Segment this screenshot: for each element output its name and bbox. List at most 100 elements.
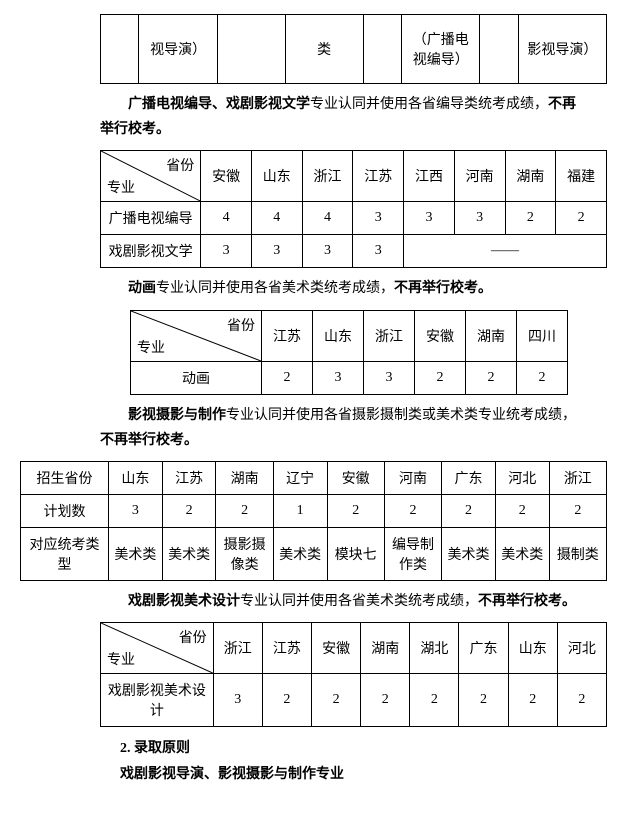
cell: 山东 (109, 461, 163, 494)
cell: 2 (549, 494, 606, 527)
cell: 2 (415, 361, 466, 394)
text: 专业认同并使用各省美术类统考成绩， (240, 594, 478, 609)
cell: 2 (410, 674, 459, 727)
col-header: 福建 (556, 151, 607, 202)
col-header: 安徽 (415, 310, 466, 361)
cell: 视导演） (139, 15, 217, 84)
bold-text: 影视摄影与制作 (128, 408, 226, 423)
table-4: 省份 专业 浙江 江苏 安徽 湖南 湖北 广东 山东 河北 戏剧影视美术设计 3… (100, 622, 607, 727)
diag-bottom-label: 专业 (107, 649, 135, 669)
cell: 3 (109, 494, 163, 527)
paragraph-1: 广播电视编导、戏剧影视文学专业认同并使用各省编导类统考成绩，不再举行校考。 (10, 92, 607, 142)
cell: 2 (162, 494, 216, 527)
row-label: 广播电视编导 (101, 202, 201, 235)
bold-text: 戏剧影视美术设计 (128, 594, 240, 609)
cell: 美术类 (162, 527, 216, 580)
cell: 2 (495, 494, 549, 527)
paragraph-3: 影视摄影与制作专业认同并使用各省摄影摄制类或美术类专业统考成绩， 不再举行校考。 (10, 403, 607, 453)
cell: 河北 (495, 461, 549, 494)
cell: 2 (312, 674, 361, 727)
section-2-heading: 2. 录取原则 (10, 737, 607, 757)
diagonal-header: 省份 专业 (101, 151, 201, 202)
cell: 3 (251, 235, 302, 268)
cell: 3 (353, 235, 404, 268)
col-header: 广东 (459, 623, 508, 674)
diag-top-label: 省份 (166, 155, 194, 175)
section-num: 2. (120, 741, 131, 756)
diag-top-label: 省份 (179, 627, 207, 647)
cell: 江苏 (162, 461, 216, 494)
col-header: 湖南 (466, 310, 517, 361)
cell: 安徽 (327, 461, 384, 494)
cell: 2 (262, 361, 313, 394)
table-2: 省份 专业 江苏 山东 浙江 安徽 湖南 四川 动画 2 3 3 2 2 2 (130, 310, 568, 395)
col-header: 江苏 (353, 151, 404, 202)
col-header: 安徽 (201, 151, 252, 202)
merged-cell: —— (404, 235, 607, 268)
bold-text: 不再举行校考。 (394, 281, 492, 296)
cell (101, 15, 139, 84)
cell: 2 (262, 674, 311, 727)
row-label: 戏剧影视文学 (101, 235, 201, 268)
text: 专业认同并使用各省摄影摄制类或美术类专业统考成绩， (226, 408, 576, 423)
text: 专业认同并使用各省编导类统考成绩， (310, 97, 548, 112)
diagonal-header: 省份 专业 (131, 310, 262, 361)
cell: 广东 (442, 461, 496, 494)
cell: 美术类 (442, 527, 496, 580)
col-header: 江西 (404, 151, 455, 202)
col-header: 湖北 (410, 623, 459, 674)
cell: 2 (556, 202, 607, 235)
col-header: 山东 (313, 310, 364, 361)
cell (480, 15, 518, 84)
cell (363, 15, 401, 84)
diagonal-header: 省份 专业 (101, 623, 214, 674)
cell: 3 (353, 202, 404, 235)
cell: 类 (285, 15, 363, 84)
row-label: 动画 (131, 361, 262, 394)
col-header: 安徽 (312, 623, 361, 674)
cell: 3 (454, 202, 505, 235)
row-label: 戏剧影视美术设计 (101, 674, 214, 727)
bold-text: 动画 (128, 281, 156, 296)
table-1: 省份 专业 安徽 山东 浙江 江苏 江西 河南 湖南 福建 广播电视编导 4 4… (100, 150, 607, 268)
cell: 4 (201, 202, 252, 235)
cell: 湖南 (216, 461, 273, 494)
section-2-sub: 戏剧影视导演、影视摄影与制作专业 (10, 763, 607, 783)
cell: 3 (201, 235, 252, 268)
col-header: 山东 (251, 151, 302, 202)
cell: 3 (213, 674, 262, 727)
cell: （广播电 视编导） (402, 15, 480, 84)
diag-bottom-label: 专业 (137, 337, 165, 357)
cell: 美术类 (495, 527, 549, 580)
cell: 4 (302, 202, 353, 235)
col-header: 山东 (508, 623, 557, 674)
cell: 模块七 (327, 527, 384, 580)
bold-text: 不再举行校考。 (478, 594, 576, 609)
col-header: 河北 (557, 623, 606, 674)
cell: 河南 (384, 461, 441, 494)
col-header: 湖南 (505, 151, 556, 202)
cell: 编导制 作类 (384, 527, 441, 580)
fragment-table: 视导演） 类 （广播电 视编导） 影视导演） (100, 14, 607, 84)
cell: 摄影摄 像类 (216, 527, 273, 580)
cell: 2 (466, 361, 517, 394)
cell: 2 (508, 674, 557, 727)
row-label: 对应统考类型 (21, 527, 109, 580)
cell: 3 (302, 235, 353, 268)
row-label: 招生省份 (21, 461, 109, 494)
row-label: 计划数 (21, 494, 109, 527)
cell: 摄制类 (549, 527, 606, 580)
cell: 2 (384, 494, 441, 527)
cell: 美术类 (109, 527, 163, 580)
bold-text: 广播电视编导、戏剧影视文学 (128, 97, 310, 112)
cell: 1 (273, 494, 327, 527)
cell: 2 (517, 361, 568, 394)
diag-bottom-label: 专业 (107, 177, 135, 197)
paragraph-2: 动画专业认同并使用各省美术类统考成绩，不再举行校考。 (10, 276, 607, 301)
bold-text: 不再举行校考。 (100, 433, 198, 448)
cell: 2 (442, 494, 496, 527)
cell: 2 (505, 202, 556, 235)
col-header: 江苏 (262, 623, 311, 674)
col-header: 河南 (454, 151, 505, 202)
text: 专业认同并使用各省美术类统考成绩， (156, 281, 394, 296)
